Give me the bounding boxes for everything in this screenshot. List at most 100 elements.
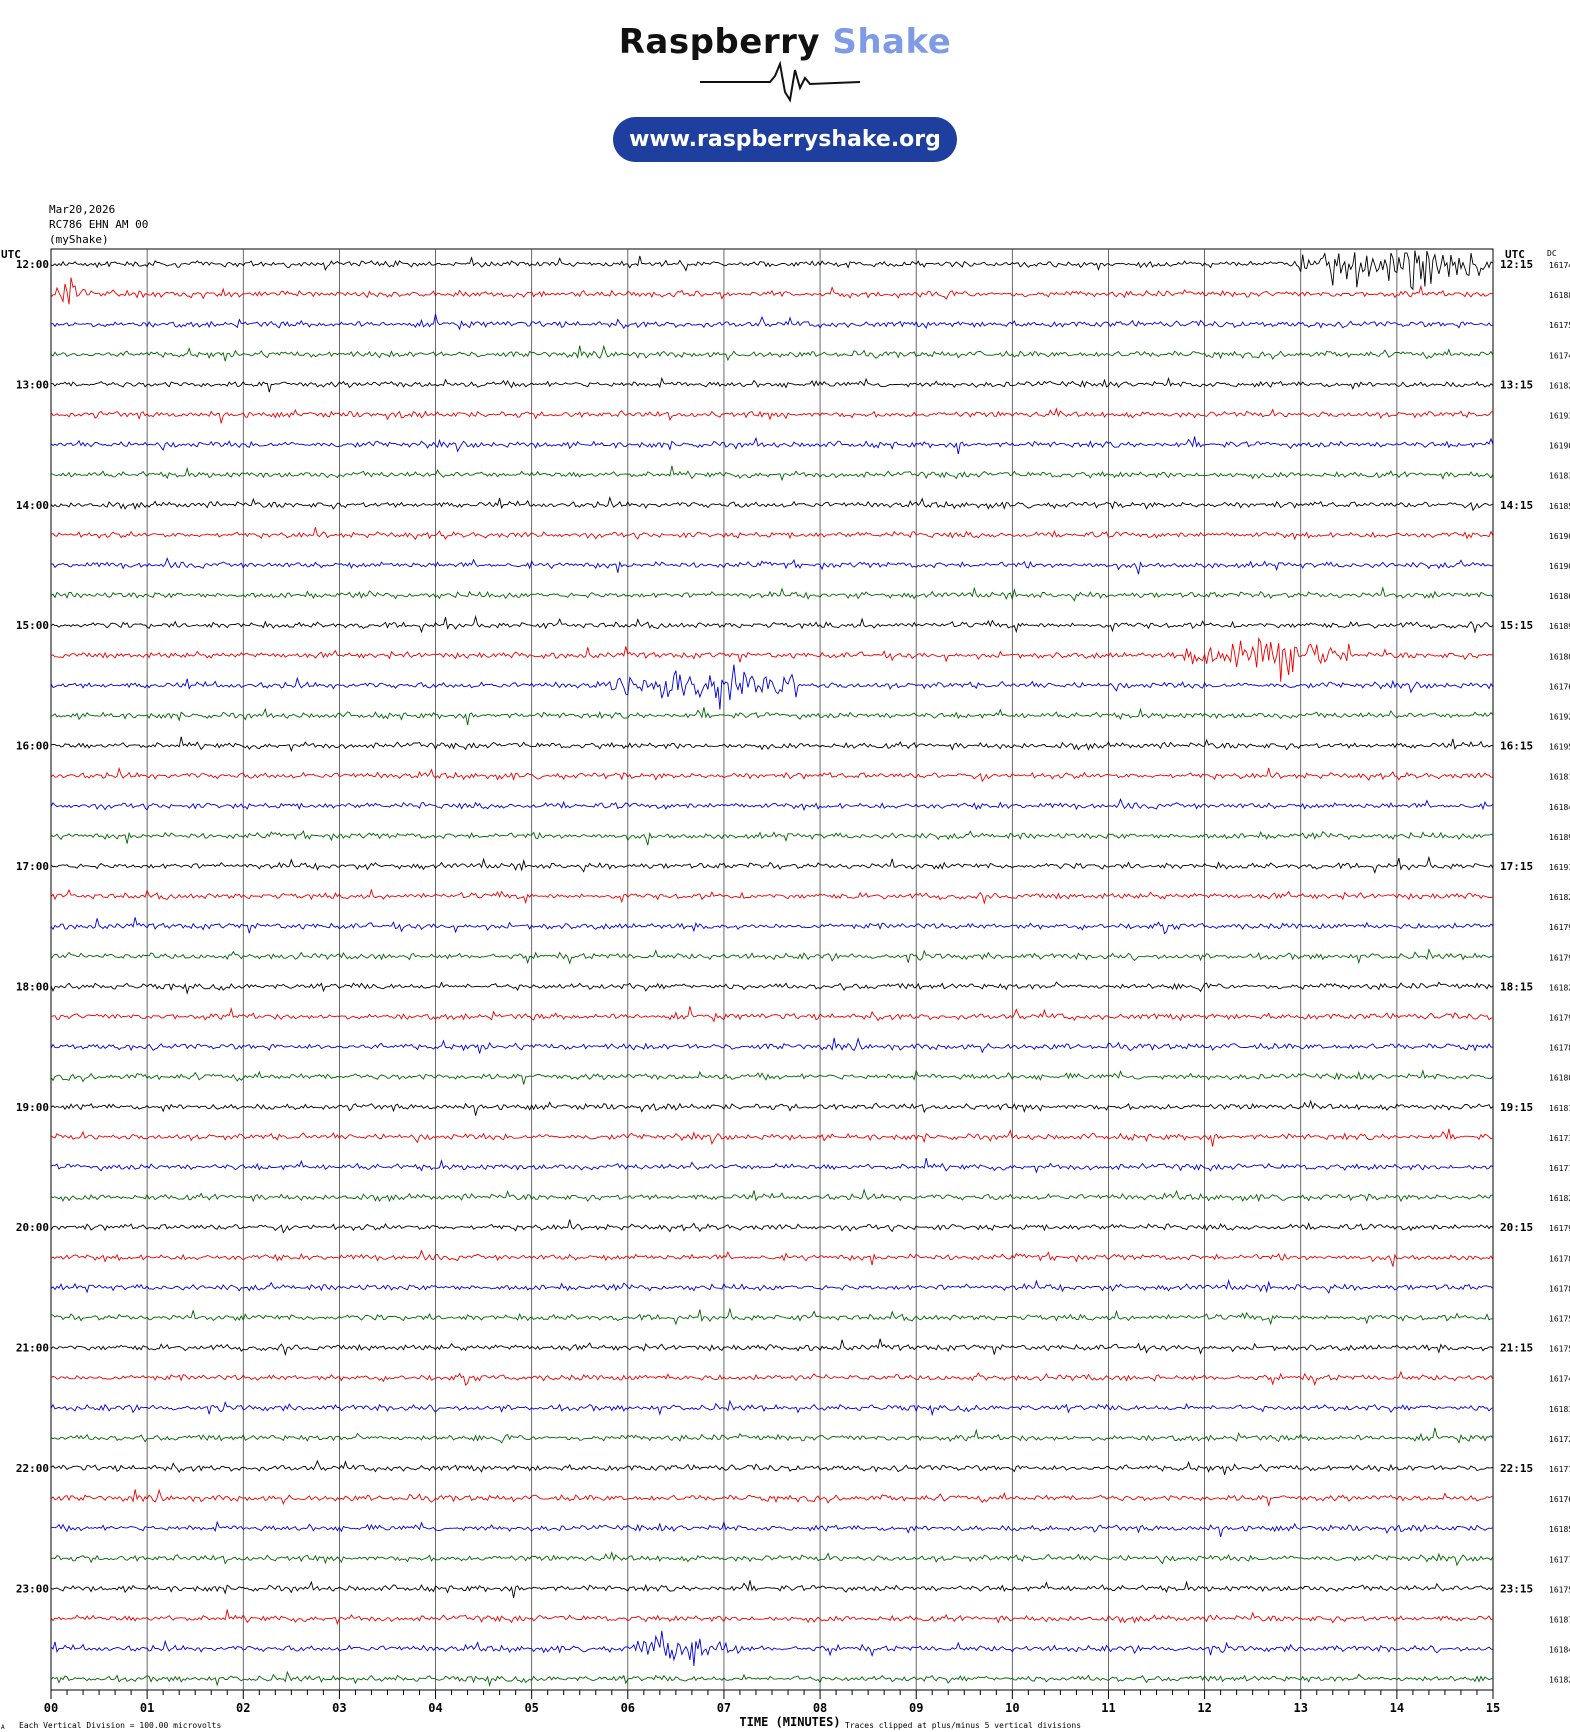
dc-offset-label: 16178 bbox=[1549, 1044, 1570, 1053]
x-axis-title: TIME (MINUTES) bbox=[739, 1715, 840, 1729]
x-tick-label: 09 bbox=[909, 1701, 923, 1715]
seismic-trace bbox=[50, 1099, 1494, 1116]
seismic-trace bbox=[50, 1630, 1494, 1666]
brand-word-raspberry: Raspberry bbox=[618, 22, 821, 62]
dc-offset-label: 16173 bbox=[1549, 1134, 1570, 1143]
dc-offset-label: 16174 bbox=[1549, 261, 1570, 270]
seismic-trace bbox=[50, 888, 1494, 905]
dc-offset-label: 16180 bbox=[1549, 652, 1570, 661]
website-url-badge[interactable]: www.raspberryshake.org bbox=[613, 117, 957, 162]
right-hour-label: 22:15 bbox=[1500, 1462, 1533, 1475]
dc-offset-label: 16183 bbox=[1549, 1405, 1570, 1414]
brand-title: Raspberry Shake bbox=[0, 22, 1570, 62]
seismic-trace bbox=[50, 1158, 1494, 1174]
plot-date: Mar20,2026 bbox=[49, 203, 116, 216]
dc-offset-label: 16180 bbox=[1549, 1074, 1570, 1083]
dc-offset-label: 16178 bbox=[1549, 1284, 1570, 1293]
seismic-trace bbox=[50, 496, 1494, 512]
x-tick-label: 00 bbox=[44, 1701, 58, 1715]
seismic-trace bbox=[50, 527, 1494, 541]
x-tick-label: 12 bbox=[1197, 1701, 1211, 1715]
seismic-trace bbox=[50, 736, 1493, 753]
seismic-trace bbox=[50, 1427, 1494, 1445]
left-hour-label: 19:00 bbox=[16, 1101, 49, 1114]
seismic-trace bbox=[50, 586, 1494, 602]
dc-offset-label: 16177 bbox=[1549, 1555, 1570, 1564]
dc-offset-label: 16190 bbox=[1549, 442, 1570, 451]
corner-mark: A bbox=[1, 1724, 5, 1731]
x-tick-label: 14 bbox=[1390, 1701, 1404, 1715]
seismic-trace bbox=[50, 1370, 1494, 1387]
dc-offset-label: 16182 bbox=[1549, 1194, 1570, 1203]
left-hour-label: 20:00 bbox=[16, 1221, 49, 1234]
dc-offset-label: 16177 bbox=[1549, 1465, 1570, 1474]
seismic-trace bbox=[50, 1609, 1494, 1626]
seismic-trace bbox=[50, 855, 1494, 874]
seismic-trace bbox=[50, 1580, 1494, 1598]
left-hour-label: 15:00 bbox=[16, 619, 49, 632]
dc-offset-label: 16185 bbox=[1549, 502, 1570, 511]
dc-offset-label: 16182 bbox=[1549, 983, 1570, 992]
seismic-trace bbox=[50, 707, 1494, 726]
raspberry-shake-logo: Raspberry Shake www.raspberryshake.org bbox=[0, 0, 1570, 170]
seismic-trace bbox=[50, 1278, 1494, 1295]
seismic-trace bbox=[50, 1036, 1494, 1054]
seismic-trace bbox=[50, 1307, 1494, 1326]
brand-word-shake: Shake bbox=[832, 22, 952, 62]
right-hour-label: 16:15 bbox=[1500, 740, 1533, 753]
seismic-trace bbox=[50, 766, 1494, 783]
dc-offset-label: 16185 bbox=[1549, 1525, 1570, 1534]
dc-offset-label: 16179 bbox=[1549, 923, 1570, 932]
seismic-trace bbox=[50, 1188, 1494, 1203]
x-tick-label: 06 bbox=[621, 1701, 635, 1715]
seismic-trace bbox=[50, 637, 1494, 682]
right-hour-label: 15:15 bbox=[1500, 619, 1533, 632]
dc-offset-label: 16192 bbox=[1549, 713, 1570, 722]
left-hour-label: 21:00 bbox=[16, 1342, 49, 1355]
seismic-trace bbox=[50, 948, 1494, 965]
data-source: (myShake) bbox=[49, 233, 109, 246]
seismic-trace bbox=[50, 407, 1494, 424]
dc-offset-label: 16189 bbox=[1549, 833, 1570, 842]
dc-offset-label: 16182 bbox=[1549, 1676, 1570, 1685]
seismic-trace bbox=[50, 1399, 1494, 1417]
dc-offset-label: 16186 bbox=[1549, 592, 1570, 601]
left-utc-label: UTC bbox=[1, 248, 21, 261]
x-tick-label: 04 bbox=[428, 1701, 442, 1715]
left-hour-label: 14:00 bbox=[16, 499, 49, 512]
seismic-trace bbox=[50, 465, 1494, 482]
dc-offset-label: 16177 bbox=[1549, 1164, 1570, 1173]
dc-offset-label: 16184 bbox=[1549, 1646, 1570, 1655]
seismic-trace bbox=[50, 436, 1494, 455]
left-hour-label: 17:00 bbox=[16, 860, 49, 873]
dc-offset-label: 16174 bbox=[1549, 1375, 1570, 1384]
dc-offset-label: 16190 bbox=[1549, 562, 1570, 571]
dc-offset-label: 16184 bbox=[1549, 803, 1570, 812]
right-hour-label: 17:15 bbox=[1500, 860, 1533, 873]
seismic-trace bbox=[50, 1520, 1494, 1538]
seismic-trace bbox=[50, 1670, 1494, 1688]
x-tick-label: 10 bbox=[1005, 1701, 1019, 1715]
dc-offset-label: 16176 bbox=[1549, 682, 1570, 691]
dc-offset-label: 16179 bbox=[1549, 1014, 1570, 1023]
dc-offset-label: 16190 bbox=[1549, 532, 1570, 541]
dc-label: DC bbox=[1547, 249, 1557, 258]
dc-offset-label: 16188 bbox=[1549, 291, 1570, 300]
dc-offset-label: 16189 bbox=[1549, 622, 1570, 631]
dc-offset-label: 16174 bbox=[1549, 351, 1570, 360]
seismic-wave-logo-icon bbox=[700, 60, 861, 103]
seismic-trace bbox=[50, 277, 1494, 305]
dc-offset-label: 16175 bbox=[1549, 321, 1570, 330]
seismic-trace bbox=[50, 917, 1494, 935]
clip-note: Traces clipped at plus/minus 5 vertical … bbox=[845, 1721, 1081, 1730]
dc-offset-label: 16179 bbox=[1549, 953, 1570, 962]
seismic-trace bbox=[50, 313, 1494, 331]
right-hour-label: 21:15 bbox=[1500, 1342, 1533, 1355]
left-hour-label: 18:00 bbox=[16, 980, 49, 993]
left-hour-label: 12:00 bbox=[16, 258, 49, 271]
dc-offset-label: 16193 bbox=[1549, 412, 1570, 421]
